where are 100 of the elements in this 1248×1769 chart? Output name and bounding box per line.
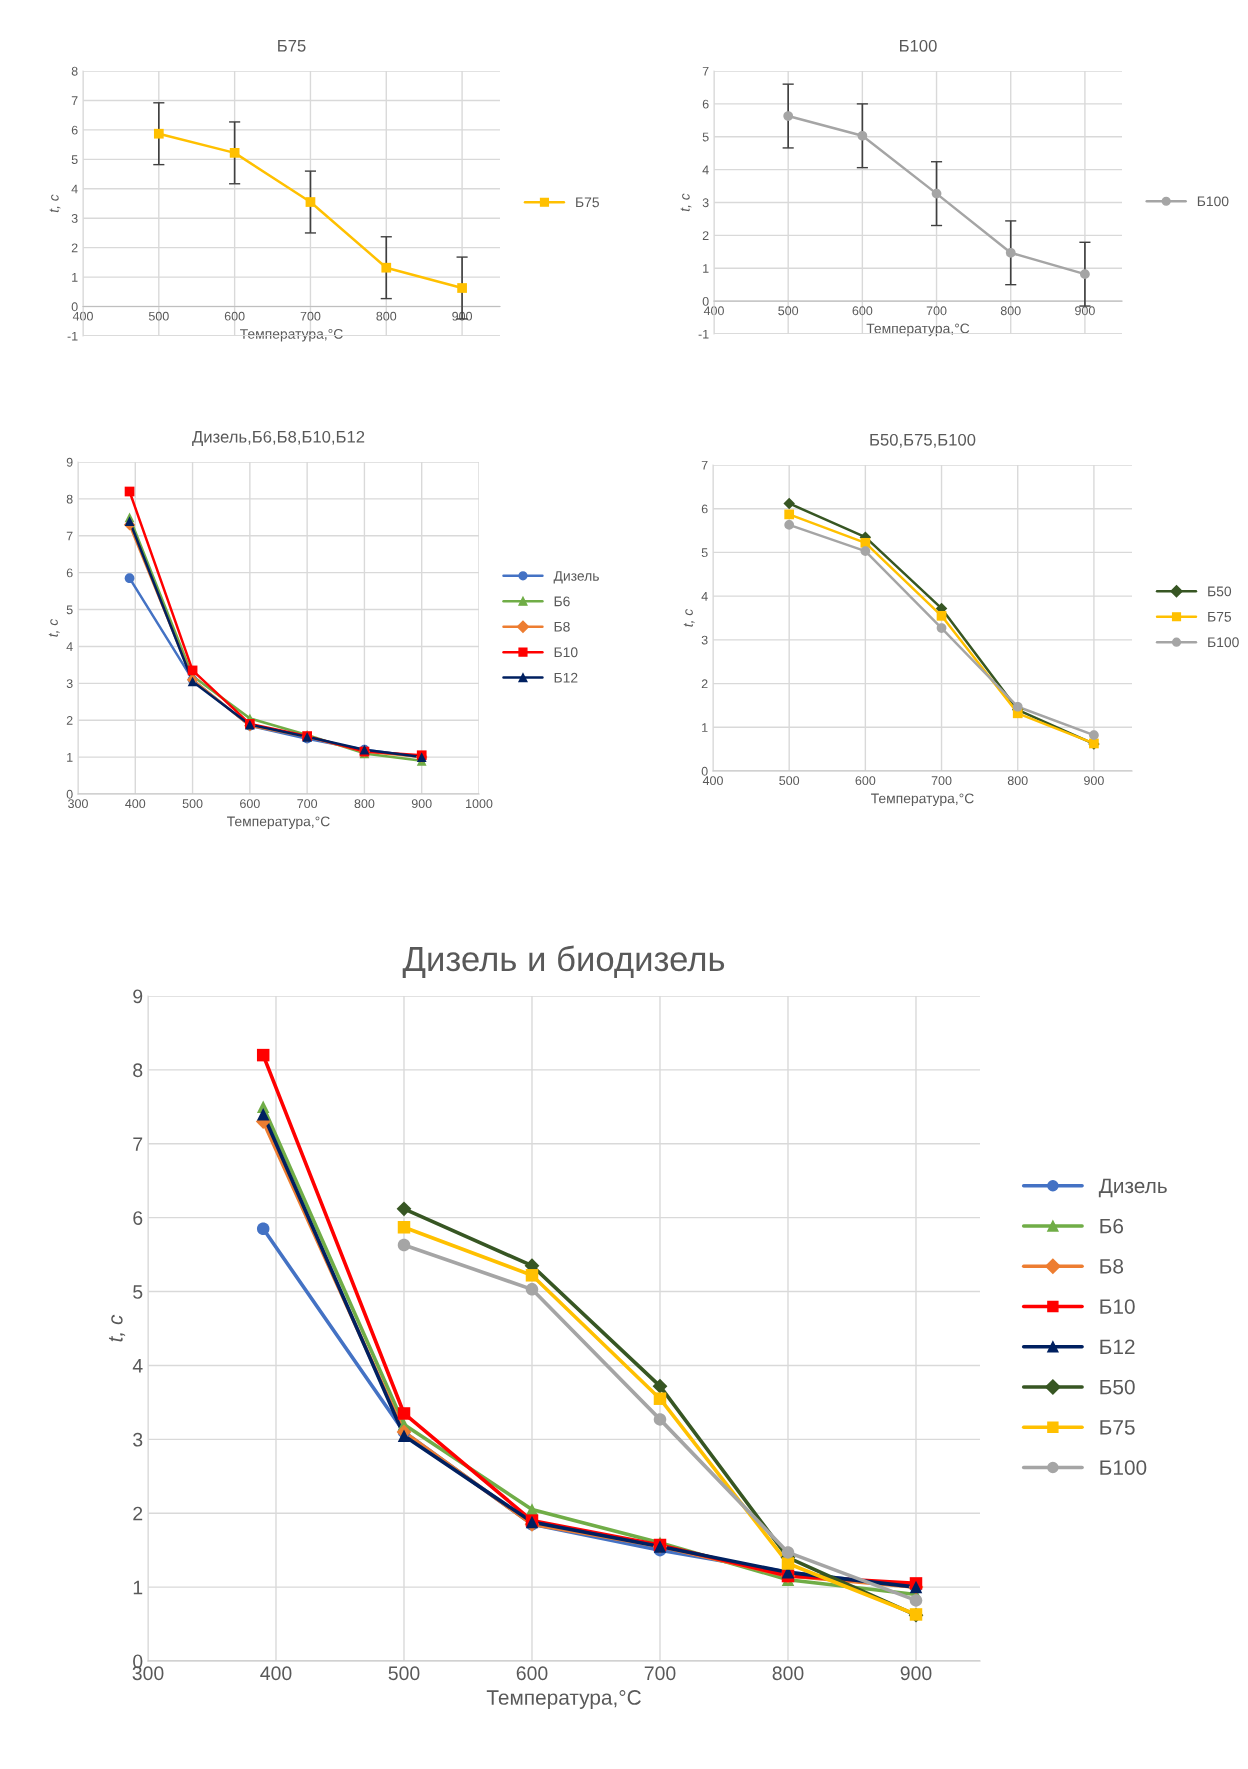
y-axis-title: t, с bbox=[108, 1314, 126, 1342]
y-tick-label: 5 bbox=[701, 548, 708, 558]
legend-label: Б100 bbox=[1208, 637, 1239, 648]
x-tick-label: 900 bbox=[411, 799, 432, 809]
y-tick-label: 4 bbox=[701, 592, 708, 601]
y-tick-label: 2 bbox=[66, 716, 73, 725]
legend-label: Б10 bbox=[554, 647, 578, 658]
y-tick-label: 3 bbox=[701, 635, 708, 645]
x-tick-label: 600 bbox=[224, 311, 245, 321]
legend-label: Б75 bbox=[1100, 1420, 1135, 1435]
legend-label: Б8 bbox=[554, 621, 570, 632]
y-tick-label: 0 bbox=[702, 296, 709, 306]
x-tick-label: 800 bbox=[376, 311, 397, 321]
chart-title: Б75 bbox=[278, 40, 306, 52]
x-tick-label: 500 bbox=[778, 306, 799, 316]
y-tick-label: 1 bbox=[67, 753, 73, 762]
x-axis-title: Температура,°C bbox=[227, 816, 330, 830]
legend-label: Б100 bbox=[1197, 196, 1229, 207]
y-tick-label: 8 bbox=[71, 66, 78, 76]
x-tick-label: 500 bbox=[388, 1666, 420, 1681]
y-tick-label: 7 bbox=[702, 66, 709, 76]
y-tick-label: 6 bbox=[66, 568, 73, 578]
x-tick-label: 400 bbox=[703, 306, 724, 316]
y-tick-label: 6 bbox=[701, 504, 708, 514]
y-tick-label: 4 bbox=[132, 1359, 143, 1373]
legend-label: Б75 bbox=[1208, 612, 1232, 622]
x-tick-label: 900 bbox=[1075, 306, 1095, 316]
y-tick-label: 0 bbox=[66, 789, 73, 799]
x-axis-title: Температура,°C bbox=[486, 1690, 641, 1709]
y-tick-label: 6 bbox=[71, 125, 78, 135]
x-tick-label: 300 bbox=[68, 799, 88, 809]
y-tick-label: 7 bbox=[66, 531, 73, 541]
legend-label: Б100 bbox=[1100, 1460, 1147, 1475]
x-tick-label: 600 bbox=[852, 306, 873, 316]
y-tick-label: 1 bbox=[72, 273, 78, 282]
y-tick-label: 4 bbox=[702, 165, 709, 175]
y-axis-title: t, с bbox=[680, 193, 692, 212]
x-tick-label: 700 bbox=[300, 311, 321, 321]
y-tick-label: 1 bbox=[702, 723, 708, 732]
x-tick-label: 800 bbox=[354, 799, 375, 809]
y-tick-label: 4 bbox=[66, 642, 73, 651]
x-tick-label: 500 bbox=[148, 311, 169, 321]
y-tick-label: 8 bbox=[66, 494, 73, 504]
y-tick-label: 7 bbox=[71, 96, 78, 105]
y-tick-label: 3 bbox=[702, 198, 709, 208]
legend-label: Б12 bbox=[554, 672, 578, 683]
x-tick-label: 1000 bbox=[466, 799, 493, 809]
y-axis-title: t, с bbox=[683, 608, 695, 627]
y-tick-label: 3 bbox=[71, 214, 78, 223]
x-tick-label: 700 bbox=[931, 776, 952, 786]
x-tick-label: 600 bbox=[855, 776, 876, 786]
x-tick-label: 700 bbox=[644, 1666, 676, 1681]
x-tick-label: 500 bbox=[779, 776, 800, 786]
y-tick-label: 2 bbox=[133, 1506, 143, 1521]
x-axis-title: Температура,°C bbox=[866, 323, 970, 337]
y-tick-label: 8 bbox=[133, 1063, 143, 1078]
y-tick-label: 4 bbox=[71, 184, 78, 194]
y-tick-label: 5 bbox=[71, 155, 78, 164]
x-tick-label: 600 bbox=[240, 799, 260, 809]
x-tick-label: 800 bbox=[1000, 306, 1021, 316]
legend-label: Б75 bbox=[576, 197, 599, 208]
x-tick-label: 700 bbox=[297, 799, 318, 809]
y-tick-label: 6 bbox=[133, 1211, 143, 1225]
x-tick-label: 400 bbox=[260, 1666, 292, 1681]
chart-title: Дизель,Б6,Б8,Б10,Б12 bbox=[192, 430, 365, 446]
y-tick-label: 1 bbox=[133, 1580, 143, 1595]
legend-label: Б8 bbox=[1100, 1258, 1124, 1274]
x-tick-label: 400 bbox=[72, 311, 93, 321]
y-tick-label: 9 bbox=[133, 989, 143, 1004]
legend-label: Б10 bbox=[1100, 1299, 1135, 1314]
y-tick-label: 1 bbox=[703, 264, 709, 273]
y-tick-label: 3 bbox=[66, 679, 73, 688]
x-tick-label: 600 bbox=[516, 1666, 548, 1681]
legend-label: Б50 bbox=[1208, 586, 1232, 597]
y-tick-label: 7 bbox=[701, 460, 708, 470]
y-axis-title: t, с bbox=[48, 618, 60, 637]
chart-title: Дизель и биодизель bbox=[402, 945, 725, 978]
x-tick-label: 900 bbox=[900, 1666, 932, 1681]
y-axis-title: t, с bbox=[49, 194, 61, 213]
legend-label: Б50 bbox=[1100, 1379, 1135, 1395]
legend-label: Б6 bbox=[554, 596, 570, 607]
legend-label: Б6 bbox=[1100, 1218, 1124, 1234]
chart-title: Б50,Б75,Б100 bbox=[870, 433, 976, 448]
y-tick-label: 2 bbox=[702, 231, 709, 240]
y-tick-label: 2 bbox=[701, 679, 708, 689]
y-tick-label: 0 bbox=[71, 302, 78, 312]
y-tick-label: 3 bbox=[133, 1432, 143, 1447]
x-tick-label: 900 bbox=[1084, 776, 1104, 786]
x-axis-title: Температура,°C bbox=[871, 793, 974, 807]
y-tick-label: -1 bbox=[698, 329, 709, 339]
x-tick-label: 400 bbox=[702, 776, 723, 786]
x-tick-label: 800 bbox=[1007, 776, 1028, 786]
legend-label: Дизель bbox=[1098, 1178, 1167, 1198]
legend-label: Б12 bbox=[1100, 1339, 1135, 1355]
y-tick-label: 6 bbox=[702, 99, 709, 109]
y-tick-label: 5 bbox=[133, 1285, 143, 1299]
chart-title: Б100 bbox=[900, 39, 937, 52]
y-tick-label: 5 bbox=[702, 132, 709, 142]
x-axis-title: Температура,°C bbox=[240, 328, 343, 342]
y-tick-label: 7 bbox=[133, 1137, 143, 1151]
